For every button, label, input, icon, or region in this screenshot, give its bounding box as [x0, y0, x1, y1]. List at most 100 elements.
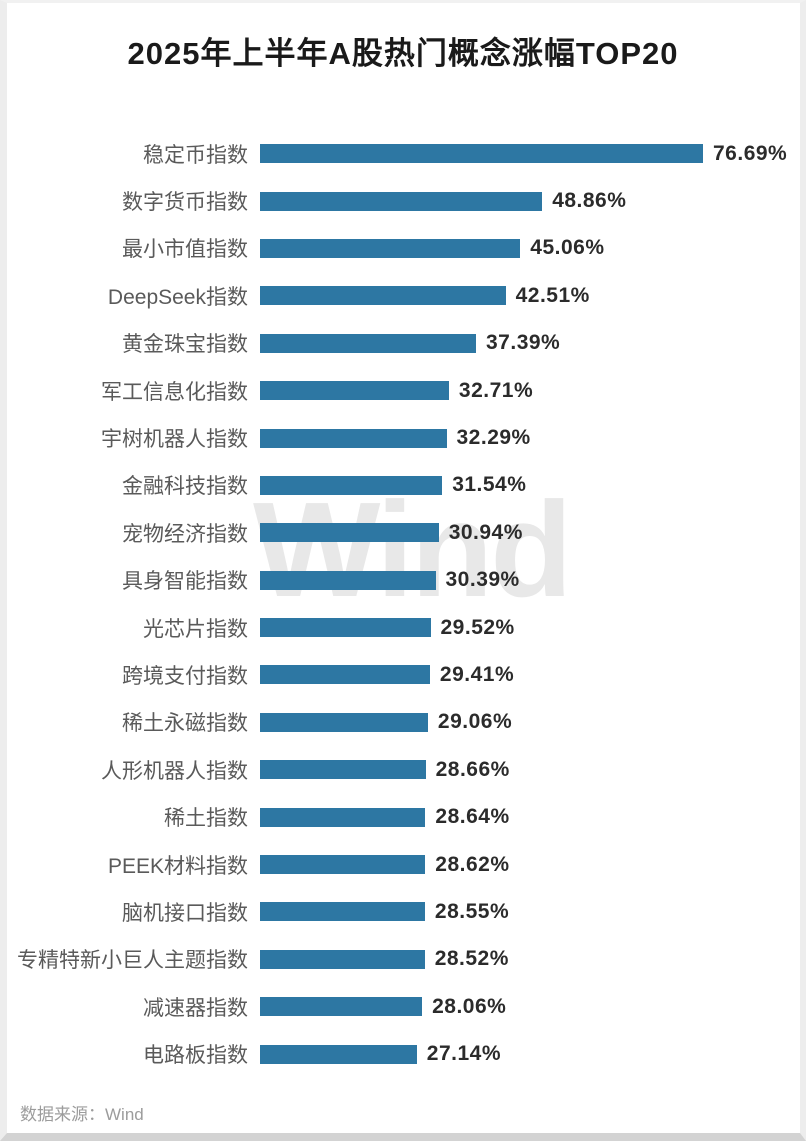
value-label: 30.39% — [445, 568, 520, 592]
value-label: 76.69% — [713, 141, 788, 165]
category-label: 黄金珠宝指数 — [122, 333, 248, 357]
chart-row: 跨境支付指数 29.41% — [0, 651, 806, 698]
chart-row: 数字货币指数 48.86% — [0, 177, 806, 224]
chart-row: 稳定币指数 76.69% — [0, 130, 806, 177]
chart-row: 具身智能指数 30.39% — [0, 557, 806, 604]
value-label: 28.55% — [434, 899, 510, 923]
value-label: 42.51% — [515, 283, 590, 307]
bar — [260, 902, 425, 922]
chart-rows: 稳定币指数 76.69% 数字货币指数 48.86% 最小市值指数 45.06%… — [0, 130, 806, 1078]
value-label: 28.64% — [435, 805, 510, 829]
category-label: 宇树机器人指数 — [101, 428, 248, 452]
bar — [260, 238, 521, 258]
chart-row: 军工信息化指数 32.71% — [0, 367, 806, 414]
bar-track: 76.69% — [260, 130, 806, 177]
category-label: 电路板指数 — [143, 1044, 248, 1068]
category-label: 金融科技指数 — [122, 475, 248, 499]
value-label: 37.39% — [486, 331, 561, 355]
chart-row: 电路板指数 27.14% — [0, 1030, 806, 1077]
chart-row: PEEK材料指数 28.62% — [0, 841, 806, 888]
bar — [260, 949, 425, 969]
bar-track: 28.62% — [260, 841, 806, 888]
bar-track: 29.41% — [260, 651, 806, 698]
bar — [260, 381, 449, 401]
chart-row: 光芯片指数 29.52% — [0, 604, 806, 651]
bar-track: 28.52% — [260, 936, 806, 983]
category-label: 最小市值指数 — [122, 238, 248, 262]
bar — [260, 570, 436, 590]
bar-track: 28.64% — [260, 793, 806, 840]
bar-track: 48.86% — [260, 177, 806, 224]
bar — [260, 428, 447, 448]
bar — [260, 997, 423, 1017]
page-title: 2025年上半年A股热门概念涨幅TOP20 — [127, 36, 679, 71]
chart-row: 宠物经济指数 30.94% — [0, 509, 806, 556]
bar — [260, 618, 431, 638]
bar — [260, 760, 426, 780]
bar-track: 27.14% — [260, 1030, 806, 1077]
category-label: 稳定币指数 — [143, 143, 248, 167]
value-label: 29.06% — [437, 710, 513, 734]
chart-row: 人形机器人指数 28.66% — [0, 746, 806, 793]
category-label: PEEK材料指数 — [107, 854, 248, 878]
value-label: 32.29% — [456, 426, 531, 450]
bar-track: 29.06% — [260, 699, 806, 746]
value-label: 27.14% — [426, 1042, 502, 1066]
bar — [260, 191, 543, 211]
bar — [260, 712, 428, 732]
category-label: 跨境支付指数 — [122, 664, 248, 688]
value-label: 29.41% — [439, 662, 515, 686]
bar-track: 32.71% — [260, 367, 806, 414]
chart-row: 稀土指数 28.64% — [0, 793, 806, 840]
bar-track: 28.66% — [260, 746, 806, 793]
category-label: 减速器指数 — [143, 996, 248, 1020]
chart-row: 稀土永磁指数 29.06% — [0, 699, 806, 746]
chart-row: 宇树机器人指数 32.29% — [0, 414, 806, 461]
category-label: DeepSeek指数 — [107, 285, 248, 309]
chart-row: 最小市值指数 45.06% — [0, 225, 806, 272]
category-label: 数字货币指数 — [122, 191, 248, 215]
bar — [260, 855, 426, 875]
bar-track: 37.39% — [260, 320, 806, 367]
bar — [260, 286, 506, 306]
bar-track: 45.06% — [260, 225, 806, 272]
value-label: 30.94% — [448, 520, 523, 544]
bar — [260, 523, 439, 543]
bar — [260, 333, 476, 353]
value-label: 31.54% — [452, 473, 527, 497]
category-label: 宠物经济指数 — [122, 522, 248, 546]
bar-chart: Wind 稳定币指数 76.69% 数字货币指数 48.86% 最小市值指数 4… — [0, 130, 806, 1078]
wind-watermark: Wind — [253, 474, 573, 625]
value-label: 28.52% — [434, 947, 509, 971]
bar-track: 29.52% — [260, 604, 806, 651]
bar-track: 31.54% — [260, 462, 806, 509]
category-label: 人形机器人指数 — [101, 759, 248, 783]
bar-track: 28.55% — [260, 888, 806, 935]
bar-track: 32.29% — [260, 414, 806, 461]
value-label: 48.86% — [552, 189, 627, 213]
bar-track: 30.94% — [260, 509, 806, 556]
bar — [260, 807, 426, 827]
chart-row: 脑机接口指数 28.55% — [0, 888, 806, 935]
bar-track: 42.51% — [260, 272, 806, 319]
category-label: 专精特新小巨人主题指数 — [17, 949, 248, 973]
value-label: 28.06% — [432, 994, 507, 1018]
category-label: 军工信息化指数 — [101, 380, 248, 404]
bar-track: 30.39% — [260, 557, 806, 604]
value-label: 28.66% — [435, 757, 510, 781]
category-label: 光芯片指数 — [143, 617, 248, 641]
chart-row: 专精特新小巨人主题指数 28.52% — [0, 936, 806, 983]
category-label: 稀土永磁指数 — [122, 712, 248, 736]
chart-row: 减速器指数 28.06% — [0, 983, 806, 1030]
value-label: 28.62% — [435, 852, 510, 876]
value-label: 32.71% — [458, 378, 534, 402]
category-label: 具身智能指数 — [122, 570, 248, 594]
category-label: 脑机接口指数 — [122, 901, 248, 925]
bar — [260, 144, 703, 164]
chart-row: 黄金珠宝指数 37.39% — [0, 320, 806, 367]
value-label: 29.52% — [440, 615, 515, 639]
data-source-note: 数据来源：Wind — [20, 1105, 144, 1124]
chart-row: DeepSeek指数 42.51% — [0, 272, 806, 319]
bar — [260, 665, 430, 685]
